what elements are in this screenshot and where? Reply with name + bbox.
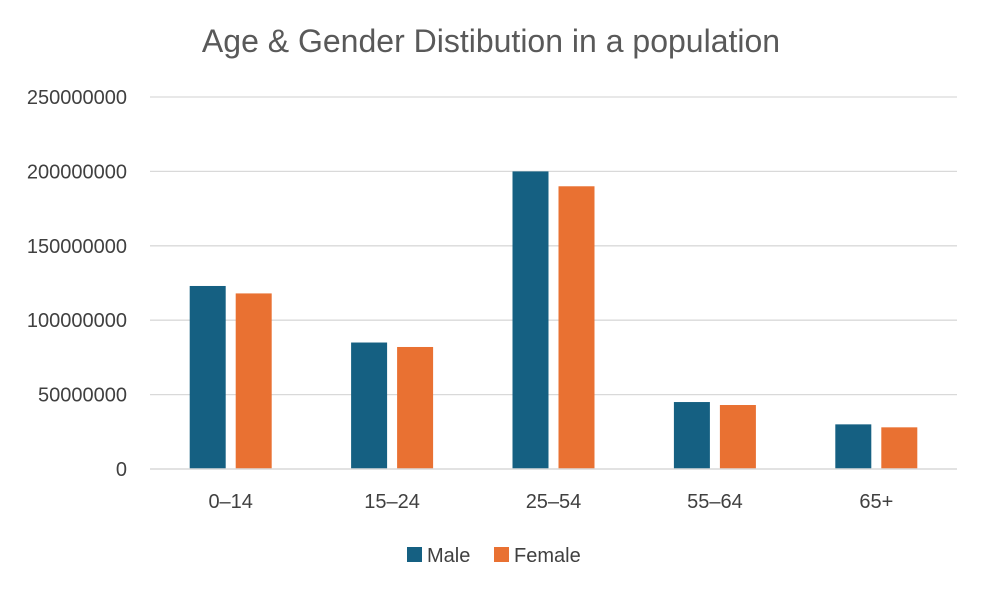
y-tick-label: 150000000 bbox=[27, 236, 127, 258]
legend-label-female: Female bbox=[514, 545, 581, 567]
x-tick-label: 0–14 bbox=[208, 491, 253, 513]
bar-female-2 bbox=[558, 186, 595, 469]
legend-swatch-female bbox=[494, 547, 509, 562]
legend-swatch-male bbox=[407, 547, 422, 562]
bar-female-1 bbox=[397, 346, 434, 469]
bar-female-4 bbox=[881, 427, 918, 469]
bar-male-4 bbox=[835, 424, 872, 469]
bar-male-2 bbox=[512, 171, 549, 469]
bar-male-3 bbox=[673, 402, 710, 469]
bar-female-3 bbox=[719, 405, 756, 469]
y-tick-label: 50000000 bbox=[38, 385, 127, 407]
y-tick-label: 250000000 bbox=[27, 87, 127, 109]
bars bbox=[189, 171, 918, 469]
legend-label-male: Male bbox=[427, 545, 470, 567]
x-tick-label: 65+ bbox=[859, 491, 893, 513]
y-tick-label: 200000000 bbox=[27, 161, 127, 183]
x-tick-label: 25–54 bbox=[526, 491, 582, 513]
x-tick-label: 55–64 bbox=[687, 491, 743, 513]
bar-male-1 bbox=[351, 342, 388, 469]
legend: Male Female bbox=[407, 545, 581, 567]
bar-male-0 bbox=[189, 285, 226, 469]
chart-title: Age & Gender Distibution in a population bbox=[202, 23, 780, 59]
y-axis-ticks: 0 50000000 100000000 150000000 200000000 2500… bbox=[27, 87, 127, 481]
y-tick-label: 100000000 bbox=[27, 310, 127, 332]
y-tick-label: 0 bbox=[116, 459, 127, 481]
bar-female-0 bbox=[235, 293, 272, 469]
x-tick-label: 15–24 bbox=[364, 491, 420, 513]
x-axis-ticks: 0–14 15–24 25–54 55–64 65+ bbox=[208, 491, 893, 513]
gridlines bbox=[150, 96, 957, 396]
